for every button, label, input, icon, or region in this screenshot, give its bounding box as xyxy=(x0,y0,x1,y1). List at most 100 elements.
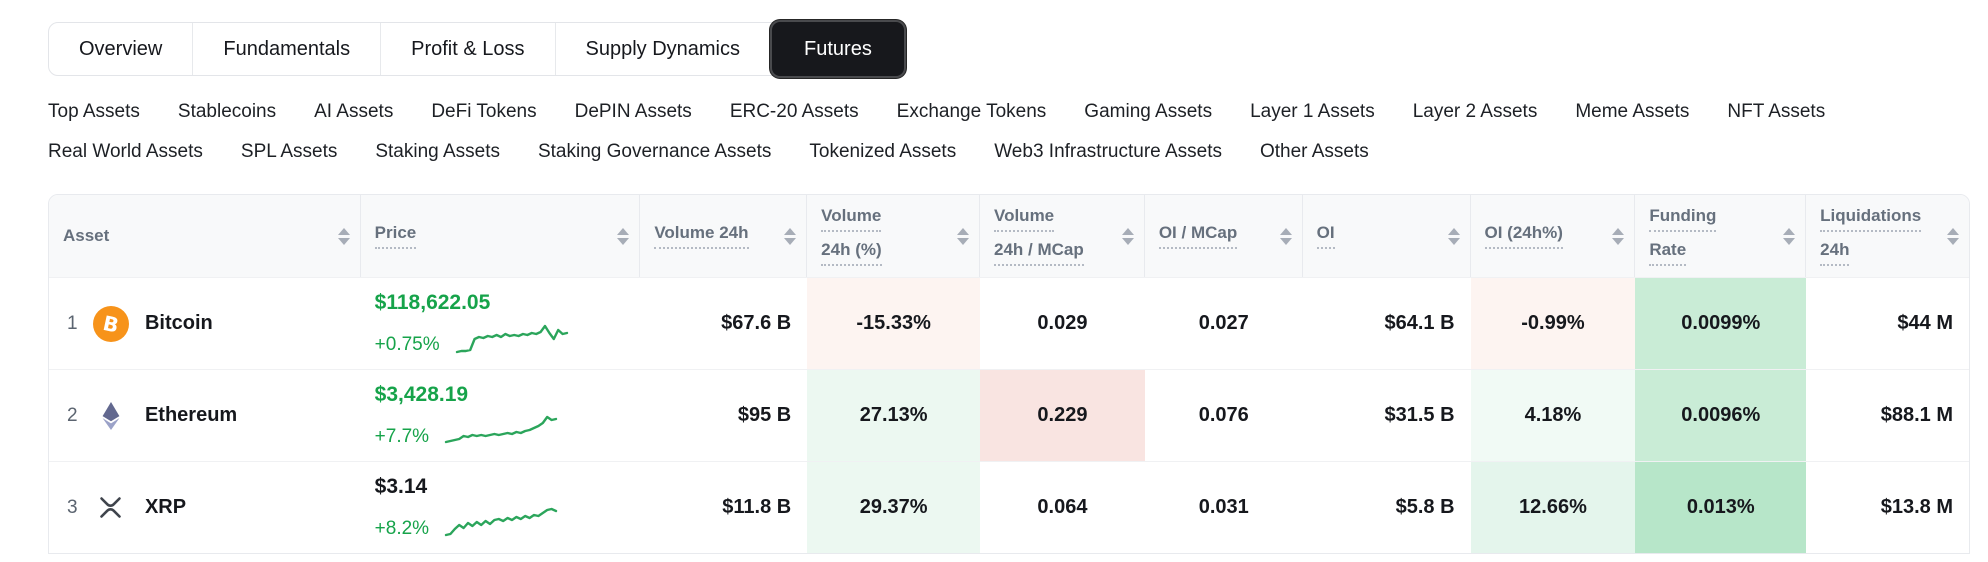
view-tabs: Overview Fundamentals Profit & Loss Supply … xyxy=(48,20,906,78)
filter-exchange-tokens[interactable]: Exchange Tokens xyxy=(896,101,1047,122)
filter-meme-assets[interactable]: Meme Assets xyxy=(1575,101,1690,122)
xrp-icon xyxy=(93,494,129,521)
filter-gaming-assets[interactable]: Gaming Assets xyxy=(1084,101,1213,122)
filter-other-assets[interactable]: Other Assets xyxy=(1259,141,1369,162)
asset-name: XRP xyxy=(144,496,187,518)
table-row-xrp[interactable]: 3 XRP $3.14 +8.2% $11.8 B 29.37% 0.064 0.031 $5.… xyxy=(49,461,1969,553)
filter-nft-assets[interactable]: NFT Assets xyxy=(1727,101,1826,122)
cell-oi-mcap: 0.027 xyxy=(1198,312,1249,334)
sort-icon xyxy=(1272,227,1292,245)
filter-erc-20-assets[interactable]: ERC-20 Assets xyxy=(729,101,859,122)
asset-name: Ethereum xyxy=(144,404,238,426)
column-label: Volume 24h (%) xyxy=(821,206,882,266)
tab-futures[interactable]: Futures xyxy=(770,20,906,78)
cell-oi: $5.8 B xyxy=(1395,496,1455,518)
cell-oi-24h-pct: -0.99% xyxy=(1470,278,1636,369)
filter-staking-governance-assets[interactable]: Staking Governance Assets xyxy=(537,141,772,162)
column-header-oi[interactable]: OI xyxy=(1303,195,1471,277)
column-label: OI (24h%) xyxy=(1484,223,1563,249)
filter-spl-assets[interactable]: SPL Assets xyxy=(240,141,338,162)
price-change-24h: +8.2% xyxy=(374,518,430,539)
filter-tokenized-assets[interactable]: Tokenized Assets xyxy=(809,141,957,162)
cell-funding-rate: 0.0096% xyxy=(1635,370,1807,461)
cell-liquidations-24h: $44 M xyxy=(1897,312,1954,334)
cell-volume-24h-pct: 29.37% xyxy=(807,462,981,553)
cell-volume-24h-mcap: 0.029 xyxy=(1037,312,1088,334)
column-header-oi-24h-pct[interactable]: OI (24h%) xyxy=(1471,195,1636,277)
filter-real-world-assets[interactable]: Real World Assets xyxy=(48,141,203,162)
column-header-volume-24h-pct[interactable]: Volume 24h (%) xyxy=(807,195,980,277)
sort-icon xyxy=(1939,227,1959,245)
column-label: Volume 24h xyxy=(654,223,749,249)
cell-oi: $64.1 B xyxy=(1384,312,1455,334)
filter-top-assets[interactable]: Top Assets xyxy=(48,101,140,122)
filter-staking-assets[interactable]: Staking Assets xyxy=(375,141,500,162)
cell-oi-24h-pct: 4.18% xyxy=(1470,370,1636,461)
cell-volume-24h: $95 B xyxy=(737,404,792,426)
cell-volume-24h-pct: -15.33% xyxy=(807,278,981,369)
cell-volume-24h-pct: 27.13% xyxy=(807,370,981,461)
asset-price: $118,622.05 xyxy=(374,291,491,314)
filter-layer-2-assets[interactable]: Layer 2 Assets xyxy=(1412,101,1538,122)
price-change-24h: +7.7% xyxy=(374,426,430,447)
column-header-liquidations-24h[interactable]: Liquidations 24h xyxy=(1806,195,1969,277)
filter-depin-assets[interactable]: DePIN Assets xyxy=(574,101,692,122)
asset-name: Bitcoin xyxy=(144,312,213,334)
column-label: Volume 24h / MCap xyxy=(994,206,1084,266)
tab-overview[interactable]: Overview xyxy=(79,37,163,60)
table-body: 1 B Bitcoin $118,622.05 +0.75% $67.6 B -15.33%… xyxy=(49,277,1969,553)
sort-icon xyxy=(1604,227,1625,245)
column-header-volume-24h[interactable]: Volume 24h xyxy=(640,195,808,277)
column-label: Asset xyxy=(63,226,110,245)
filter-ai-assets[interactable]: AI Assets xyxy=(314,101,394,122)
table-row-ethereum[interactable]: 2 Ethereum $3,428.19 +7.7% $95 B 27.13% 0.229 0… xyxy=(49,369,1969,461)
column-label: OI xyxy=(1316,223,1335,249)
price-cell: $3,428.19 +7.7% xyxy=(361,370,641,461)
cell-oi: $31.5 B xyxy=(1384,404,1455,426)
price-sparkline xyxy=(443,412,559,448)
category-filters: Top Assets Stablecoins AI Assets DeFi Token… xyxy=(48,92,1988,172)
cell-oi-mcap: 0.031 xyxy=(1198,496,1249,518)
column-header-funding-rate[interactable]: Funding Rate xyxy=(1635,195,1807,277)
filter-layer-1-assets[interactable]: Layer 1 Assets xyxy=(1250,101,1375,122)
asset-price: $3.14 xyxy=(374,475,428,498)
sort-icon xyxy=(776,227,797,245)
price-cell: $3.14 +8.2% xyxy=(361,462,641,553)
svg-text:B: B xyxy=(101,310,121,337)
column-header-oi-mcap[interactable]: OI / MCap xyxy=(1145,195,1303,277)
filter-defi-tokens[interactable]: DeFi Tokens xyxy=(431,101,537,122)
tab-profit-loss[interactable]: Profit & Loss xyxy=(380,23,554,75)
column-header-volume-24h-mcap[interactable]: Volume 24h / MCap xyxy=(980,195,1145,277)
asset-cell[interactable]: B Bitcoin xyxy=(92,278,361,369)
cell-volume-24h-mcap: 0.229 xyxy=(980,370,1145,461)
asset-cell[interactable]: Ethereum xyxy=(93,370,361,461)
cell-liquidations-24h: $88.1 M xyxy=(1880,404,1954,426)
price-cell: $118,622.05 +0.75% xyxy=(361,278,641,369)
futures-table: Asset Price Volume 24h Volume 24h (%) Volume 2… xyxy=(48,194,1970,554)
column-label: OI / MCap xyxy=(1158,223,1238,249)
tab-fundamentals[interactable]: Fundamentals xyxy=(192,23,380,75)
asset-price: $3,428.19 xyxy=(374,383,469,406)
cell-volume-24h: $67.6 B xyxy=(721,312,792,334)
table-header-row: Asset Price Volume 24h Volume 24h (%) Volume 2… xyxy=(49,195,1969,277)
sort-icon xyxy=(330,227,350,245)
column-label: Funding Rate xyxy=(1649,206,1717,266)
cell-oi-mcap: 0.076 xyxy=(1198,404,1249,426)
cell-volume-24h-mcap: 0.064 xyxy=(1037,496,1088,518)
table-row-bitcoin[interactable]: 1 B Bitcoin $118,622.05 +0.75% $67.6 B -15.33%… xyxy=(49,277,1969,369)
sort-icon xyxy=(1440,227,1460,245)
price-change-24h: +0.75% xyxy=(374,334,440,355)
column-label: Price xyxy=(374,223,417,249)
sort-icon xyxy=(1114,227,1134,245)
filter-stablecoins[interactable]: Stablecoins xyxy=(177,101,277,122)
filter-web3-infrastructure-assets[interactable]: Web3 Infrastructure Assets xyxy=(994,141,1222,162)
tab-supply-dynamics[interactable]: Supply Dynamics xyxy=(554,23,771,75)
column-header-asset[interactable]: Asset xyxy=(49,195,361,277)
rank: 1 xyxy=(67,312,78,334)
column-label: Liquidations 24h xyxy=(1820,206,1922,266)
bitcoin-icon: B xyxy=(92,305,129,342)
column-header-price[interactable]: Price xyxy=(361,195,641,277)
asset-cell[interactable]: XRP xyxy=(93,462,361,553)
rank: 3 xyxy=(67,496,78,518)
